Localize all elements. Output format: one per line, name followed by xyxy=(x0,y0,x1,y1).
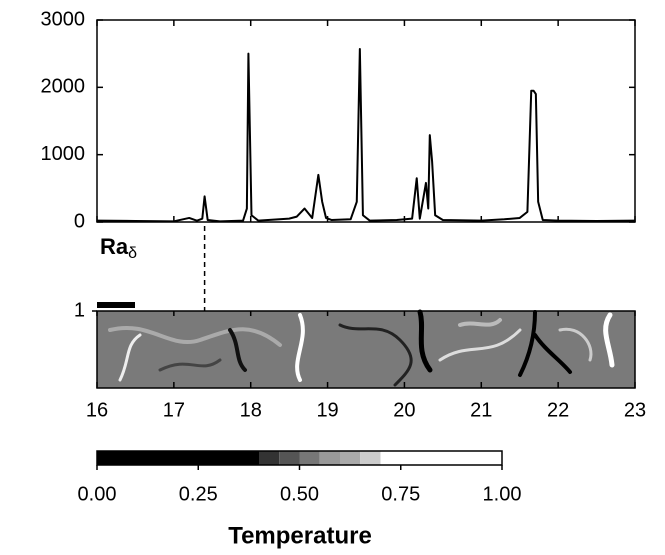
colorbar-segment xyxy=(279,451,300,465)
data-line xyxy=(96,47,636,223)
colorbar-title: Temperature xyxy=(228,522,372,549)
x-tick-label: 22 xyxy=(547,399,569,421)
y-tick-label: 1000 xyxy=(41,143,86,165)
x-tick-label: 20 xyxy=(393,399,415,421)
colorbar-segment xyxy=(340,451,361,465)
y-tick-label: 3000 xyxy=(41,8,86,30)
colorbar-segment xyxy=(259,451,280,465)
field-y-tick-label: 1 xyxy=(74,299,85,321)
colorbar-segment xyxy=(380,451,502,465)
x-tick-label: 16 xyxy=(86,399,108,421)
colorbar-tick-label: 0.75 xyxy=(381,483,420,505)
colorbar-tick-label: 0.25 xyxy=(179,483,218,505)
y-tick-label: 2000 xyxy=(41,76,86,98)
y-axis-label: Raδ xyxy=(100,234,137,262)
colorbar-segment xyxy=(360,451,381,465)
scale-bar xyxy=(97,302,135,308)
field-structures xyxy=(108,309,615,387)
field-frame xyxy=(96,310,636,389)
y-tick-label: 0 xyxy=(74,210,85,232)
colorbar-tick-label: 0.50 xyxy=(280,483,319,505)
x-tick-label: 19 xyxy=(316,399,338,421)
x-tick-label: 21 xyxy=(470,399,492,421)
x-tick-label: 23 xyxy=(624,399,646,421)
x-tick-label: 17 xyxy=(163,399,185,421)
temperature-field xyxy=(97,311,635,388)
colorbar-segment xyxy=(97,451,259,465)
colorbar-tick-label: 0.00 xyxy=(78,483,117,505)
x-tick-label: 18 xyxy=(240,399,262,421)
colorbar-segment xyxy=(299,451,320,465)
colorbar-tick-label: 1.00 xyxy=(483,483,522,505)
colorbar-segment xyxy=(319,451,340,465)
plot-frame xyxy=(96,19,636,223)
